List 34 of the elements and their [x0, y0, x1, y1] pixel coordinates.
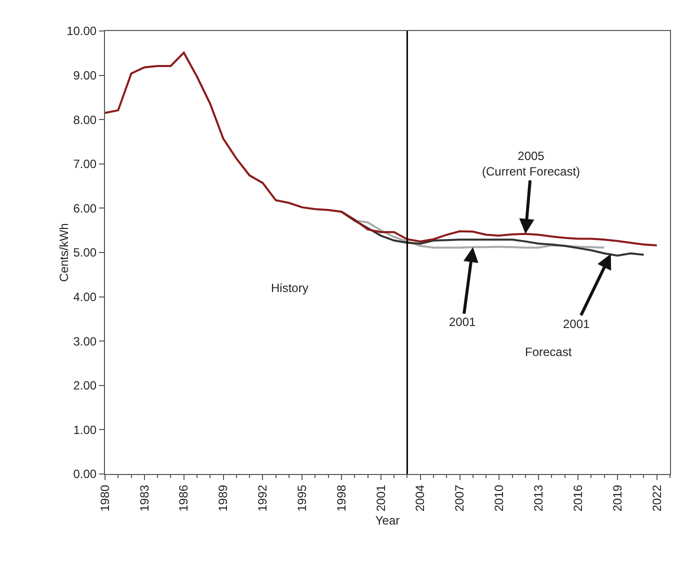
- x-tick-label: 1986: [176, 484, 191, 512]
- annotation: 2005 (Current Forecast): [482, 149, 580, 179]
- x-tick-label: 1980: [98, 484, 112, 512]
- x-axis-title: Year: [375, 514, 400, 528]
- y-tick-label: 6.00: [73, 201, 97, 216]
- y-tick-label: 0.00: [73, 467, 97, 482]
- y-tick-label: 5.00: [73, 246, 97, 260]
- x-tick-label: 1995: [294, 484, 309, 512]
- y-tick-label: 1.00: [73, 422, 97, 437]
- annotation: 2001: [449, 315, 476, 329]
- y-axis-title: Cents/kWh: [57, 223, 72, 282]
- x-tick-label: 1983: [137, 484, 152, 512]
- x-tick-label: 2013: [532, 484, 546, 512]
- x-tick-label: 1989: [216, 484, 230, 512]
- x-tick-label: 2022: [650, 484, 664, 512]
- x-tick-label: 2004: [413, 484, 428, 512]
- x-tick-label: 1992: [256, 484, 270, 512]
- x-tick-label: 2016: [570, 484, 585, 512]
- y-tick-label: 8.00: [73, 112, 97, 127]
- x-tick-label: 1998: [334, 484, 348, 512]
- y-tick-label: 3.00: [73, 334, 97, 348]
- annotation: History: [271, 281, 308, 295]
- y-tick-label: 7.00: [73, 157, 97, 172]
- annotation: 2001: [563, 317, 590, 331]
- y-tick-label: 4.00: [73, 290, 97, 304]
- x-tick-label: 2007: [452, 484, 467, 512]
- line-series: [105, 52, 658, 246]
- x-tick-label: 2019: [610, 484, 624, 512]
- y-tick-label: 2.00: [73, 378, 97, 393]
- y-tick-label: 10.00: [66, 24, 97, 38]
- x-tick-label: 2010: [492, 484, 506, 512]
- annotation: Forecast: [525, 345, 572, 359]
- x-tick-label: 2001: [374, 484, 388, 512]
- y-tick-label: 9.00: [73, 68, 97, 82]
